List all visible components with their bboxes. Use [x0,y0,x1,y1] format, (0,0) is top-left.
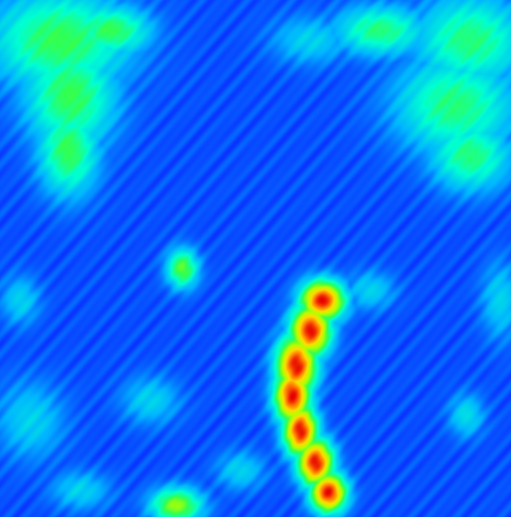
right-border [511,0,514,517]
